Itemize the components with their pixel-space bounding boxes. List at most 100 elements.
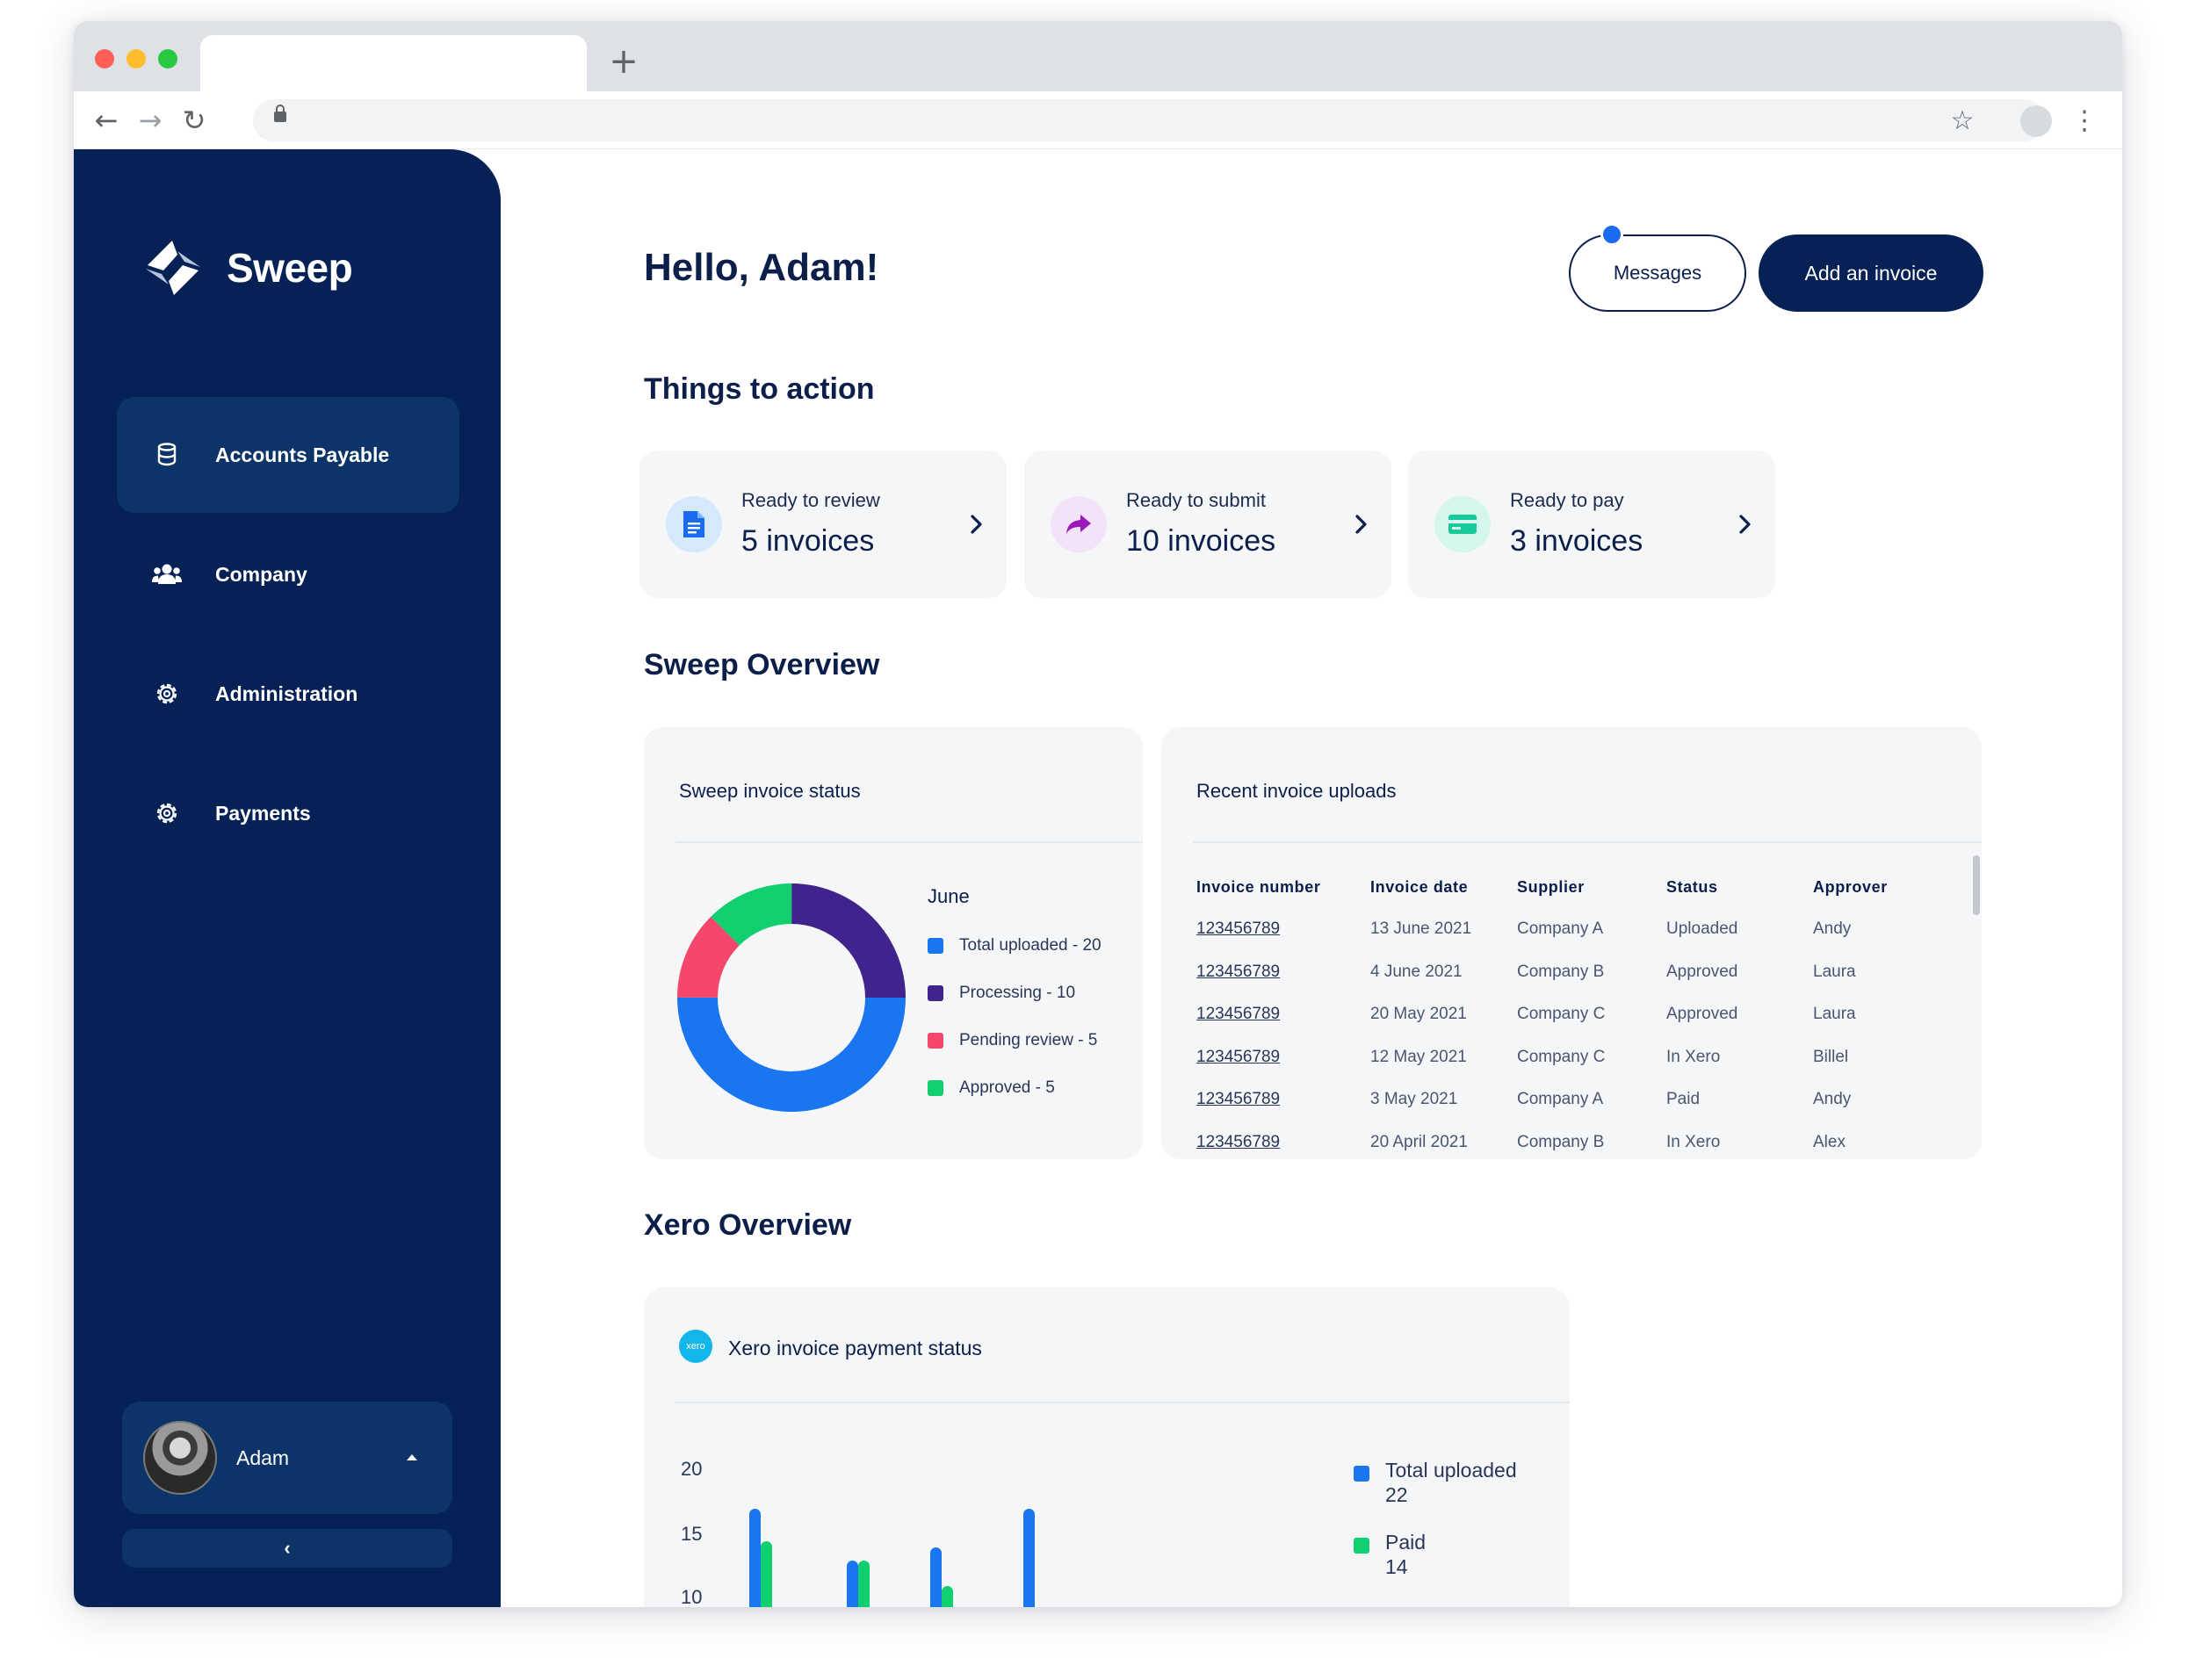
invoice-date: 20 April 2021	[1370, 1132, 1468, 1151]
notification-dot	[1600, 223, 1623, 246]
legend-item: Approved - 5	[928, 1078, 1055, 1098]
column-header[interactable]: Supplier	[1517, 877, 1585, 896]
approver: Andy	[1813, 1090, 1852, 1109]
invoice-number-link[interactable]: 123456789	[1196, 919, 1281, 939]
sidebar-item-label: Accounts Payable	[215, 443, 390, 466]
status: In Xero	[1666, 1132, 1721, 1151]
bar-paid[interactable]	[858, 1560, 870, 1607]
legend-swatch	[928, 1033, 943, 1049]
chevron-right-icon	[1739, 515, 1751, 534]
divider	[675, 1402, 1570, 1403]
legend-item: Paid 14	[1354, 1530, 1426, 1579]
donut-chart	[677, 883, 906, 1112]
table-row[interactable]: 123456789 4 June 2021 Company B Approved…	[1196, 951, 1936, 994]
sidebar-item-payments[interactable]: Payments	[117, 755, 459, 871]
table-row[interactable]: 123456789 13 June 2021 Company A Uploade…	[1196, 908, 1936, 951]
invoice-date: 20 May 2021	[1370, 1005, 1467, 1024]
user-menu[interactable]: Adam	[122, 1402, 452, 1514]
action-card-value: 10 invoices	[1126, 524, 1276, 558]
supplier: Company B	[1517, 1132, 1605, 1151]
bar-total-uploaded[interactable]	[847, 1560, 858, 1607]
panel-title: Recent invoice uploads	[1196, 780, 1397, 802]
divider	[1193, 841, 1982, 843]
action-card-value: 3 invoices	[1510, 524, 1643, 558]
collapse-sidebar-button[interactable]: ‹	[122, 1529, 452, 1568]
status: Uploaded	[1666, 919, 1738, 939]
browser-window: + ← → ↻ ☆ ⋮ Sweep	[74, 21, 2122, 1607]
brand[interactable]: Sweep	[142, 239, 353, 297]
invoice-date: 3 May 2021	[1370, 1090, 1458, 1109]
invoice-number-link[interactable]: 123456789	[1196, 1132, 1281, 1151]
invoice-number-link[interactable]: 123456789	[1196, 962, 1281, 981]
back-arrow-icon[interactable]: ←	[94, 104, 119, 137]
legend-value: 22	[1385, 1483, 1408, 1506]
sidebar-item-company[interactable]: Company	[117, 516, 459, 632]
profile-avatar[interactable]	[2020, 105, 2052, 137]
legend-label: Approved - 5	[959, 1078, 1055, 1097]
bar-paid[interactable]	[942, 1586, 953, 1607]
bar-total-uploaded[interactable]	[1023, 1509, 1035, 1607]
column-header[interactable]: Approver	[1813, 877, 1888, 896]
invoice-number-link[interactable]: 123456789	[1196, 1090, 1281, 1109]
sidebar-item-administration[interactable]: Administration	[117, 636, 459, 752]
sidebar-item-label: Company	[215, 562, 307, 586]
supplier: Company A	[1517, 919, 1604, 939]
sidebar-item-accounts-payable[interactable]: Accounts Payable	[117, 397, 459, 513]
sidebar-item-label: Payments	[215, 801, 311, 825]
more-options-icon[interactable]: ⋮	[2071, 105, 2098, 136]
column-header[interactable]: Status	[1666, 877, 1718, 896]
bookmark-star-icon[interactable]: ☆	[1950, 105, 1975, 136]
action-card-review[interactable]: Ready to review 5 invoices	[639, 451, 1007, 598]
messages-button[interactable]: Messages	[1569, 234, 1746, 312]
reload-icon[interactable]: ↻	[182, 104, 206, 137]
address-bar[interactable]	[253, 99, 2045, 141]
action-card-submit[interactable]: Ready to submit 10 invoices	[1024, 451, 1391, 598]
section-title-sweep-overview: Sweep Overview	[644, 648, 880, 681]
table-row[interactable]: 123456789 20 April 2021 Company B In Xer…	[1196, 1121, 1936, 1160]
panel-title: Xero invoice payment status	[728, 1337, 982, 1359]
column-header[interactable]: Invoice date	[1370, 877, 1469, 896]
new-tab-icon[interactable]: +	[609, 41, 639, 82]
invoice-number-link[interactable]: 123456789	[1196, 1047, 1281, 1066]
add-invoice-button[interactable]: Add an invoice	[1759, 234, 1983, 312]
action-card-pay[interactable]: Ready to pay 3 invoices	[1408, 451, 1775, 598]
minimize-window-icon[interactable]	[126, 49, 146, 68]
legend-label: Pending review - 5	[959, 1031, 1098, 1049]
column-header[interactable]: Invoice number	[1196, 877, 1321, 896]
maximize-window-icon[interactable]	[158, 49, 177, 68]
bar-total-uploaded[interactable]	[930, 1547, 942, 1607]
scrollbar-thumb[interactable]	[1973, 855, 1980, 915]
credit-card-icon	[1434, 496, 1491, 552]
supplier: Company C	[1517, 1047, 1606, 1066]
status: Approved	[1666, 962, 1738, 981]
approver: Laura	[1813, 962, 1856, 981]
share-arrow-icon	[1051, 496, 1107, 552]
table-row[interactable]: 123456789 12 May 2021 Company C In Xero …	[1196, 1036, 1936, 1079]
invoice-date: 4 June 2021	[1370, 962, 1463, 981]
y-tick-label: 20	[681, 1458, 703, 1480]
bar-total-uploaded[interactable]	[749, 1509, 761, 1607]
section-title-xero-overview: Xero Overview	[644, 1208, 852, 1242]
lock-icon	[274, 105, 286, 122]
close-window-icon[interactable]	[95, 49, 114, 68]
sidebar-item-label: Administration	[215, 681, 358, 705]
legend-title: June	[928, 885, 970, 907]
approver: Andy	[1813, 919, 1852, 939]
legend-item: Total uploaded - 20	[928, 936, 1102, 955]
supplier: Company C	[1517, 1005, 1606, 1024]
supplier: Company A	[1517, 1090, 1604, 1109]
legend-label: Total uploaded - 20	[959, 936, 1102, 955]
legend-label: Paid	[1385, 1531, 1427, 1554]
table-row[interactable]: 123456789 20 May 2021 Company C Approved…	[1196, 993, 1936, 1036]
supplier: Company B	[1517, 962, 1605, 981]
y-tick-label: 15	[681, 1523, 703, 1545]
table-row[interactable]: 123456789 3 May 2021 Company A Paid Andy	[1196, 1078, 1936, 1121]
browser-toolbar: ← → ↻ ☆ ⋮	[74, 91, 2122, 149]
bar-paid[interactable]	[761, 1540, 772, 1607]
browser-tab[interactable]	[200, 35, 587, 91]
invoice-number-link[interactable]: 123456789	[1196, 1005, 1281, 1024]
forward-arrow-icon[interactable]: →	[138, 104, 163, 137]
action-card-label: Ready to review	[741, 489, 880, 511]
gear-icon	[152, 679, 182, 709]
action-card-label: Ready to submit	[1126, 489, 1266, 511]
